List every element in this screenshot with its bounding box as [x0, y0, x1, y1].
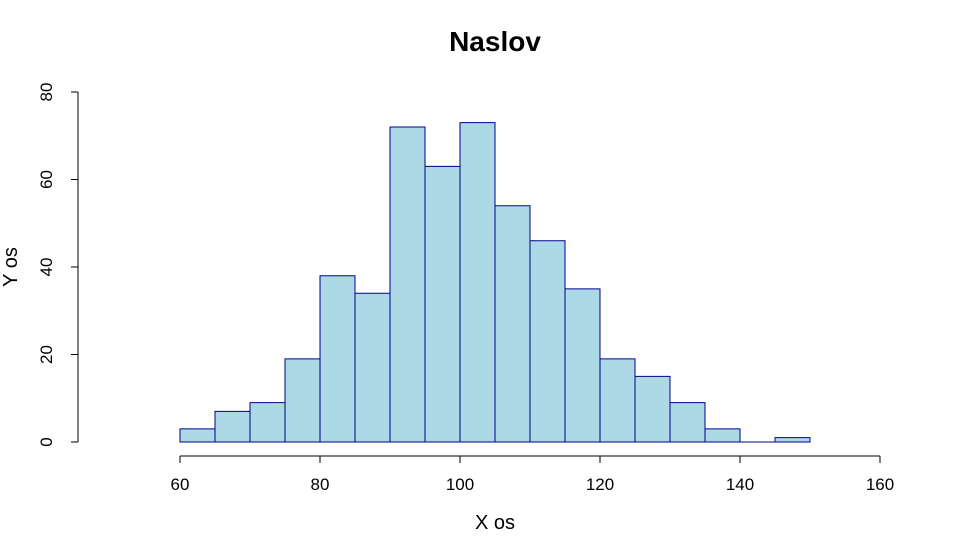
histogram-bar: [284, 358, 321, 443]
histogram-bar: [214, 410, 251, 443]
y-tick-label: 80: [37, 83, 56, 102]
x-tick-label: 60: [171, 475, 190, 494]
x-tick-label: 80: [311, 475, 330, 494]
x-tick-label: 100: [446, 475, 474, 494]
x-axis-label: X os: [475, 512, 515, 534]
x-tick-label: 160: [866, 475, 894, 494]
histogram-bar: [704, 428, 741, 443]
histogram-bar: [599, 358, 636, 443]
y-tick-label: 40: [37, 258, 56, 277]
y-tick-label: 60: [37, 170, 56, 189]
y-axis: 0 20 40 60 80: [37, 83, 79, 447]
histogram-bar: [249, 402, 286, 443]
histogram-bar: [564, 288, 601, 443]
chart-title: Naslov: [449, 26, 541, 57]
y-axis-label: Y os: [0, 247, 22, 287]
histogram-bar: [424, 165, 461, 443]
histogram-bar: [354, 292, 391, 443]
histogram-bar: [389, 126, 426, 443]
y-tick-label: 20: [37, 345, 56, 364]
histogram-bar: [634, 375, 671, 443]
histogram-bar: [669, 402, 706, 443]
histogram-bar: [529, 240, 566, 443]
x-axis: 60 80 100 120 140 160: [171, 455, 894, 494]
histogram-bar: [459, 122, 496, 443]
histogram-bar: [494, 205, 531, 443]
x-tick-label: 120: [586, 475, 614, 494]
histogram-bar: [319, 275, 356, 443]
y-tick-label: 0: [37, 437, 56, 446]
histogram-bar: [179, 428, 216, 443]
x-tick-label: 140: [726, 475, 754, 494]
histogram-bar: [774, 437, 811, 443]
bars-group: [179, 122, 811, 443]
